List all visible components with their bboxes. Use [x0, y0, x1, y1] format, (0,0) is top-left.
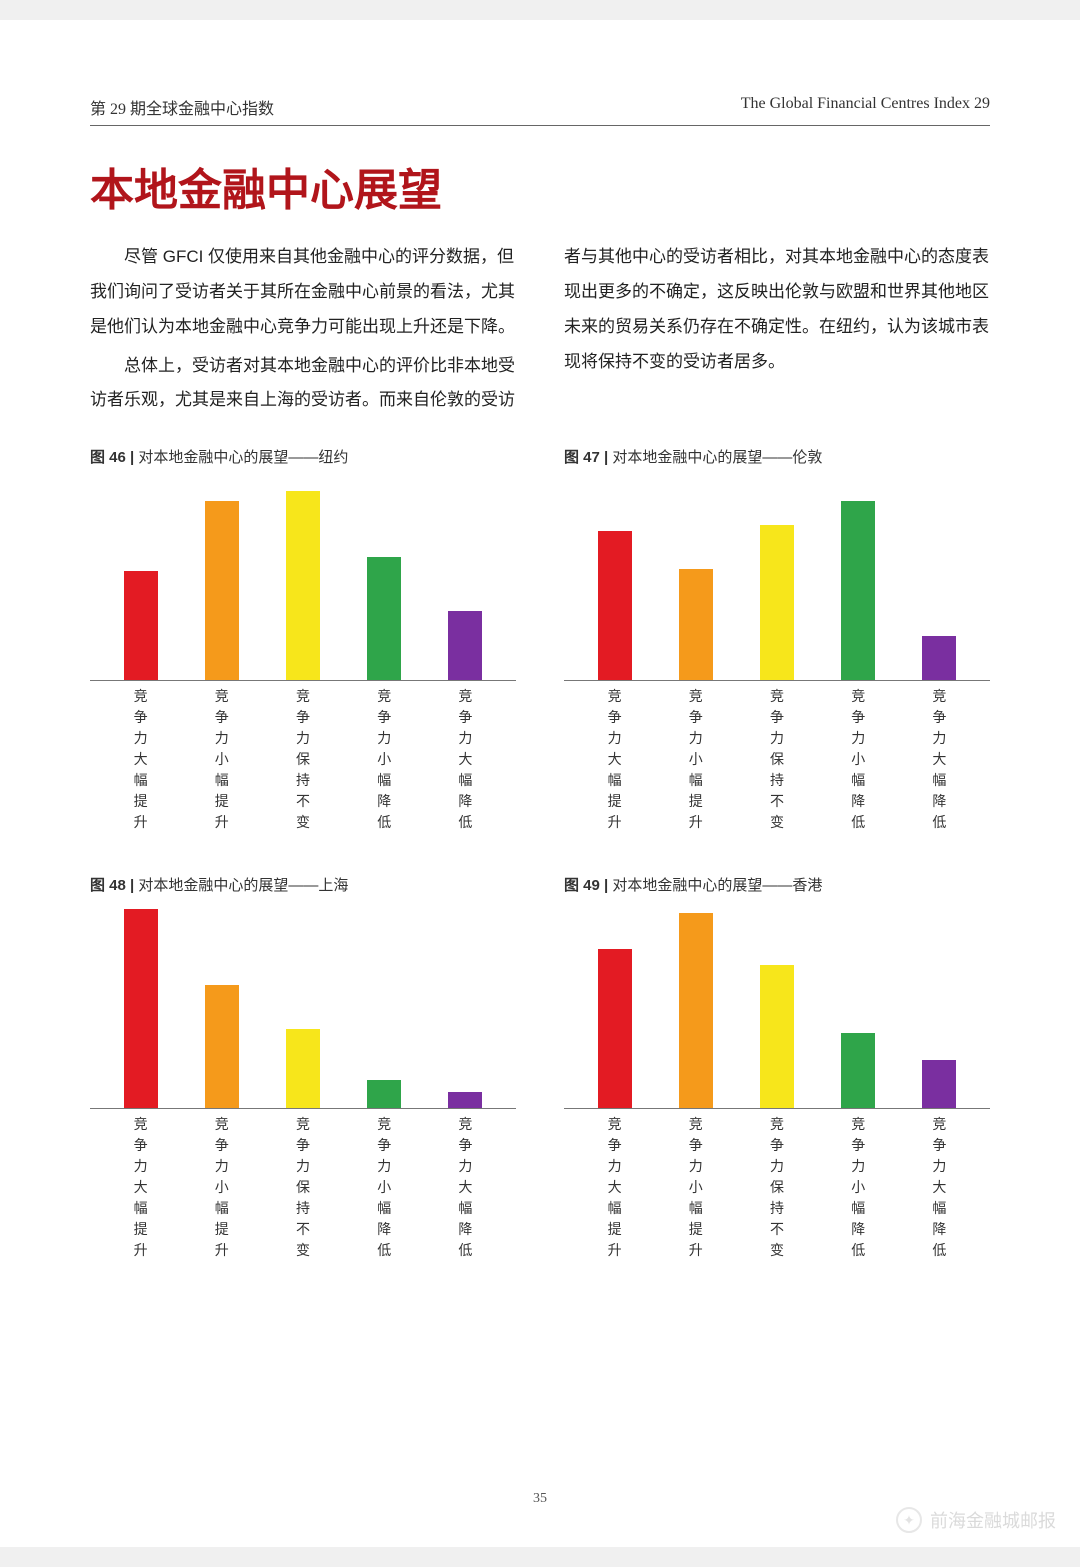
bar-slot: [344, 481, 425, 680]
bar-slot: [818, 909, 899, 1108]
bar: [841, 501, 875, 680]
bar: [448, 611, 482, 681]
x-axis-labels: 竞争力大幅提升竞争力小幅提升竞争力保持不变竞争力小幅降低竞争力大幅降低: [564, 681, 990, 834]
x-label: 竞争力保持不变: [736, 687, 817, 834]
x-label: 竞争力小幅提升: [181, 1115, 262, 1262]
bar-slot: [100, 909, 181, 1108]
bar: [367, 557, 401, 680]
x-label: 竞争力大幅提升: [574, 1115, 655, 1262]
bar: [124, 909, 158, 1108]
chart-title: 图 46 | 对本地金融中心的展望——纽约: [90, 446, 516, 467]
x-axis-labels: 竞争力大幅提升竞争力小幅提升竞争力保持不变竞争力小幅降低竞争力大幅降低: [90, 681, 516, 834]
figure-caption: 对本地金融中心的展望——伦敦: [612, 449, 822, 466]
chart-title: 图 49 | 对本地金融中心的展望——香港: [564, 874, 990, 895]
x-label: 竞争力保持不变: [262, 687, 343, 834]
chart46: 图 46 | 对本地金融中心的展望——纽约竞争力大幅提升竞争力小幅提升竞争力保持…: [90, 446, 516, 834]
bar-slot: [655, 481, 736, 680]
watermark: ✦ 前海金融城邮报: [896, 1507, 1056, 1533]
running-header: 第 29 期全球金融中心指数 The Global Financial Cent…: [90, 95, 990, 126]
bar-slot: [262, 909, 343, 1108]
x-label: 竞争力小幅降低: [818, 1115, 899, 1262]
x-label: 竞争力大幅提升: [100, 687, 181, 834]
chart-area: [564, 481, 990, 681]
x-axis-labels: 竞争力大幅提升竞争力小幅提升竞争力保持不变竞争力小幅降低竞争力大幅降低: [564, 1109, 990, 1262]
chart-area: [90, 909, 516, 1109]
bar-slot: [574, 909, 655, 1108]
x-label: 竞争力小幅提升: [181, 687, 262, 834]
x-label: 竞争力小幅降低: [344, 687, 425, 834]
bar: [286, 491, 320, 680]
figure-caption: 对本地金融中心的展望——纽约: [138, 449, 348, 466]
header-left: 第 29 期全球金融中心指数: [90, 95, 274, 119]
bar: [205, 501, 239, 680]
bar-slot: [425, 481, 506, 680]
chart-area: [564, 909, 990, 1109]
x-label: 竞争力大幅降低: [425, 687, 506, 834]
figure-number: 图 46 |: [90, 449, 138, 466]
bar: [448, 1092, 482, 1108]
x-label: 竞争力小幅降低: [344, 1115, 425, 1262]
bar-slot: [181, 909, 262, 1108]
bar: [679, 569, 713, 680]
bar: [922, 1060, 956, 1108]
bar-slot: [736, 909, 817, 1108]
bar: [367, 1080, 401, 1108]
x-axis-labels: 竞争力大幅提升竞争力小幅提升竞争力保持不变竞争力小幅降低竞争力大幅降低: [90, 1109, 516, 1262]
bar: [922, 636, 956, 680]
header-right: The Global Financial Centres Index 29: [741, 95, 990, 119]
figure-number: 图 49 |: [564, 877, 612, 894]
chart49: 图 49 | 对本地金融中心的展望——香港竞争力大幅提升竞争力小幅提升竞争力保持…: [564, 874, 990, 1262]
bar: [760, 965, 794, 1108]
chart-title: 图 48 | 对本地金融中心的展望——上海: [90, 874, 516, 895]
bar-slot: [655, 909, 736, 1108]
bar-slot: [818, 481, 899, 680]
bar-slot: [344, 909, 425, 1108]
bar: [598, 949, 632, 1108]
x-label: 竞争力小幅提升: [655, 687, 736, 834]
bar-slot: [181, 481, 262, 680]
bar-slot: [425, 909, 506, 1108]
wechat-icon: ✦: [896, 1507, 922, 1533]
x-label: 竞争力大幅降低: [899, 687, 980, 834]
figure-number: 图 48 |: [90, 877, 138, 894]
x-label: 竞争力大幅降低: [425, 1115, 506, 1262]
bar: [841, 1033, 875, 1109]
page-title: 本地金融中心展望: [90, 154, 990, 218]
x-label: 竞争力保持不变: [262, 1115, 343, 1262]
chart-title: 图 47 | 对本地金融中心的展望——伦敦: [564, 446, 990, 467]
bar-slot: [262, 481, 343, 680]
page-number: 35: [0, 1491, 1080, 1507]
bar: [760, 525, 794, 680]
figure-caption: 对本地金融中心的展望——上海: [138, 877, 348, 894]
x-label: 竞争力大幅降低: [899, 1115, 980, 1262]
chart-grid: 图 46 | 对本地金融中心的展望——纽约竞争力大幅提升竞争力小幅提升竞争力保持…: [90, 446, 990, 1262]
x-label: 竞争力大幅提升: [100, 1115, 181, 1262]
bar-slot: [100, 481, 181, 680]
chart48: 图 48 | 对本地金融中心的展望——上海竞争力大幅提升竞争力小幅提升竞争力保持…: [90, 874, 516, 1262]
page: 第 29 期全球金融中心指数 The Global Financial Cent…: [0, 20, 1080, 1547]
paragraph: 尽管 GFCI 仅使用来自其他金融中心的评分数据，但我们询问了受访者关于其所在金…: [90, 240, 516, 345]
figure-caption: 对本地金融中心的展望——香港: [612, 877, 822, 894]
chart47: 图 47 | 对本地金融中心的展望——伦敦竞争力大幅提升竞争力小幅提升竞争力保持…: [564, 446, 990, 834]
bar: [205, 985, 239, 1108]
body-text: 尽管 GFCI 仅使用来自其他金融中心的评分数据，但我们询问了受访者关于其所在金…: [90, 240, 990, 418]
figure-number: 图 47 |: [564, 449, 612, 466]
bar-slot: [574, 481, 655, 680]
x-label: 竞争力小幅降低: [818, 687, 899, 834]
x-label: 竞争力小幅提升: [655, 1115, 736, 1262]
bar-slot: [899, 909, 980, 1108]
bar: [286, 1029, 320, 1109]
bar: [124, 571, 158, 680]
bar: [679, 913, 713, 1108]
bar-slot: [736, 481, 817, 680]
watermark-text: 前海金融城邮报: [930, 1507, 1056, 1533]
bar: [598, 531, 632, 680]
x-label: 竞争力大幅提升: [574, 687, 655, 834]
bar-slot: [899, 481, 980, 680]
chart-area: [90, 481, 516, 681]
x-label: 竞争力保持不变: [736, 1115, 817, 1262]
